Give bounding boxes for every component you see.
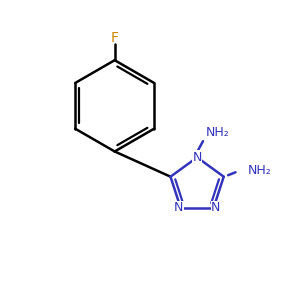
Text: N: N <box>211 202 220 214</box>
Text: NH₂: NH₂ <box>247 164 271 177</box>
Text: F: F <box>111 31 119 44</box>
Text: N: N <box>192 151 202 164</box>
Text: NH₂: NH₂ <box>206 126 230 139</box>
Text: N: N <box>174 202 183 214</box>
